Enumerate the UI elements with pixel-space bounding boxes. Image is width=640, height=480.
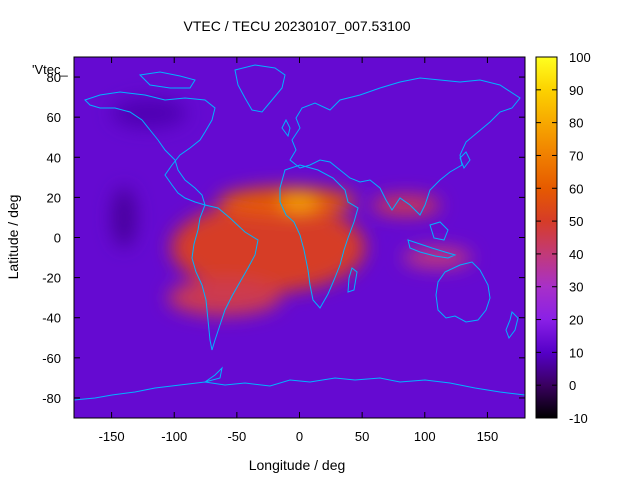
y-axis-ticks: -80 -60 -40 -20 0 20 40 60 80 — [42, 70, 525, 406]
colorbar-tick-label: 80 — [569, 116, 583, 131]
coastline-arctic-islands — [138, 71, 196, 89]
coastline-antarctic-peninsula — [204, 366, 223, 383]
y-tick-label: -80 — [42, 391, 61, 406]
field-pacific-trough — [111, 187, 137, 248]
field-anomaly-peak — [280, 191, 319, 212]
coastline-africa — [279, 164, 359, 309]
coastline-antarctica — [74, 377, 525, 401]
field-anomaly-main — [171, 202, 366, 293]
coastline-eurasia — [289, 77, 521, 216]
vtec-field — [111, 98, 472, 316]
colorbar-tick-label: 70 — [569, 148, 583, 163]
colorbar-tick-label: 60 — [569, 181, 583, 196]
x-axis-ticks: -150 -100 -50 0 50 100 150 — [99, 57, 499, 444]
coastline-japan — [459, 151, 471, 170]
y-axis-label: Latitude / deg — [5, 195, 21, 280]
field-asia-tail-south — [402, 247, 472, 268]
y-tick-label: 0 — [54, 231, 61, 246]
coastline-australia — [435, 261, 491, 323]
y-tick-label: -40 — [42, 311, 61, 326]
colorbar-tick-label: 40 — [569, 247, 583, 262]
colorbar-ticks: -10 0 10 20 30 40 50 60 70 80 90 100 — [536, 50, 591, 426]
field-asia-tail-north — [371, 195, 441, 216]
x-tick-label: 0 — [296, 429, 303, 444]
y-tick-label: -60 — [42, 351, 61, 366]
x-tick-label: -100 — [161, 429, 187, 444]
y-tick-label: 40 — [47, 150, 61, 165]
colorbar-gradient — [535, 56, 558, 419]
plot-area — [74, 57, 525, 418]
coastline-indonesia — [407, 239, 457, 259]
colorbar-tick-label: 0 — [569, 378, 576, 393]
coastline-south-america — [191, 204, 259, 351]
series-key-label: 'Vtec_ — [32, 62, 68, 77]
y-tick-label: 20 — [47, 190, 61, 205]
colorbar-tick-label: 50 — [569, 214, 583, 229]
colorbar-tick-label: 20 — [569, 313, 583, 328]
x-axis-label: Longitude / deg — [249, 457, 346, 473]
x-tick-label: 150 — [477, 429, 499, 444]
x-tick-label: -50 — [227, 429, 246, 444]
coastline-madagascar — [347, 267, 358, 293]
colorbar-tick-label: 30 — [569, 280, 583, 295]
coastlines — [74, 64, 525, 401]
coastline-uk — [281, 118, 291, 138]
coastline-borneo — [429, 221, 449, 241]
y-tick-label: 80 — [47, 70, 61, 85]
x-tick-label: -150 — [99, 429, 125, 444]
y-tick-label: 60 — [47, 110, 61, 125]
colorbar-tick-label: 90 — [569, 83, 583, 98]
coastline-new-zealand — [505, 311, 519, 340]
colorbar: -10 0 10 20 30 40 50 60 70 80 90 100 — [535, 50, 591, 426]
x-tick-label: 50 — [355, 429, 369, 444]
y-tick-label: -20 — [42, 271, 61, 286]
field-anomaly-south — [167, 279, 281, 316]
x-tick-label: 100 — [414, 429, 436, 444]
coastline-greenland — [234, 64, 286, 113]
field-arctic-low — [111, 98, 187, 129]
coastline-north-america — [84, 91, 216, 206]
chart-title: VTEC / TECU 20230107_007.53100 — [183, 18, 410, 34]
colorbar-tick-label: -10 — [569, 411, 588, 426]
colorbar-tick-label: 100 — [569, 50, 591, 65]
colorbar-tick-label: 10 — [569, 345, 583, 360]
